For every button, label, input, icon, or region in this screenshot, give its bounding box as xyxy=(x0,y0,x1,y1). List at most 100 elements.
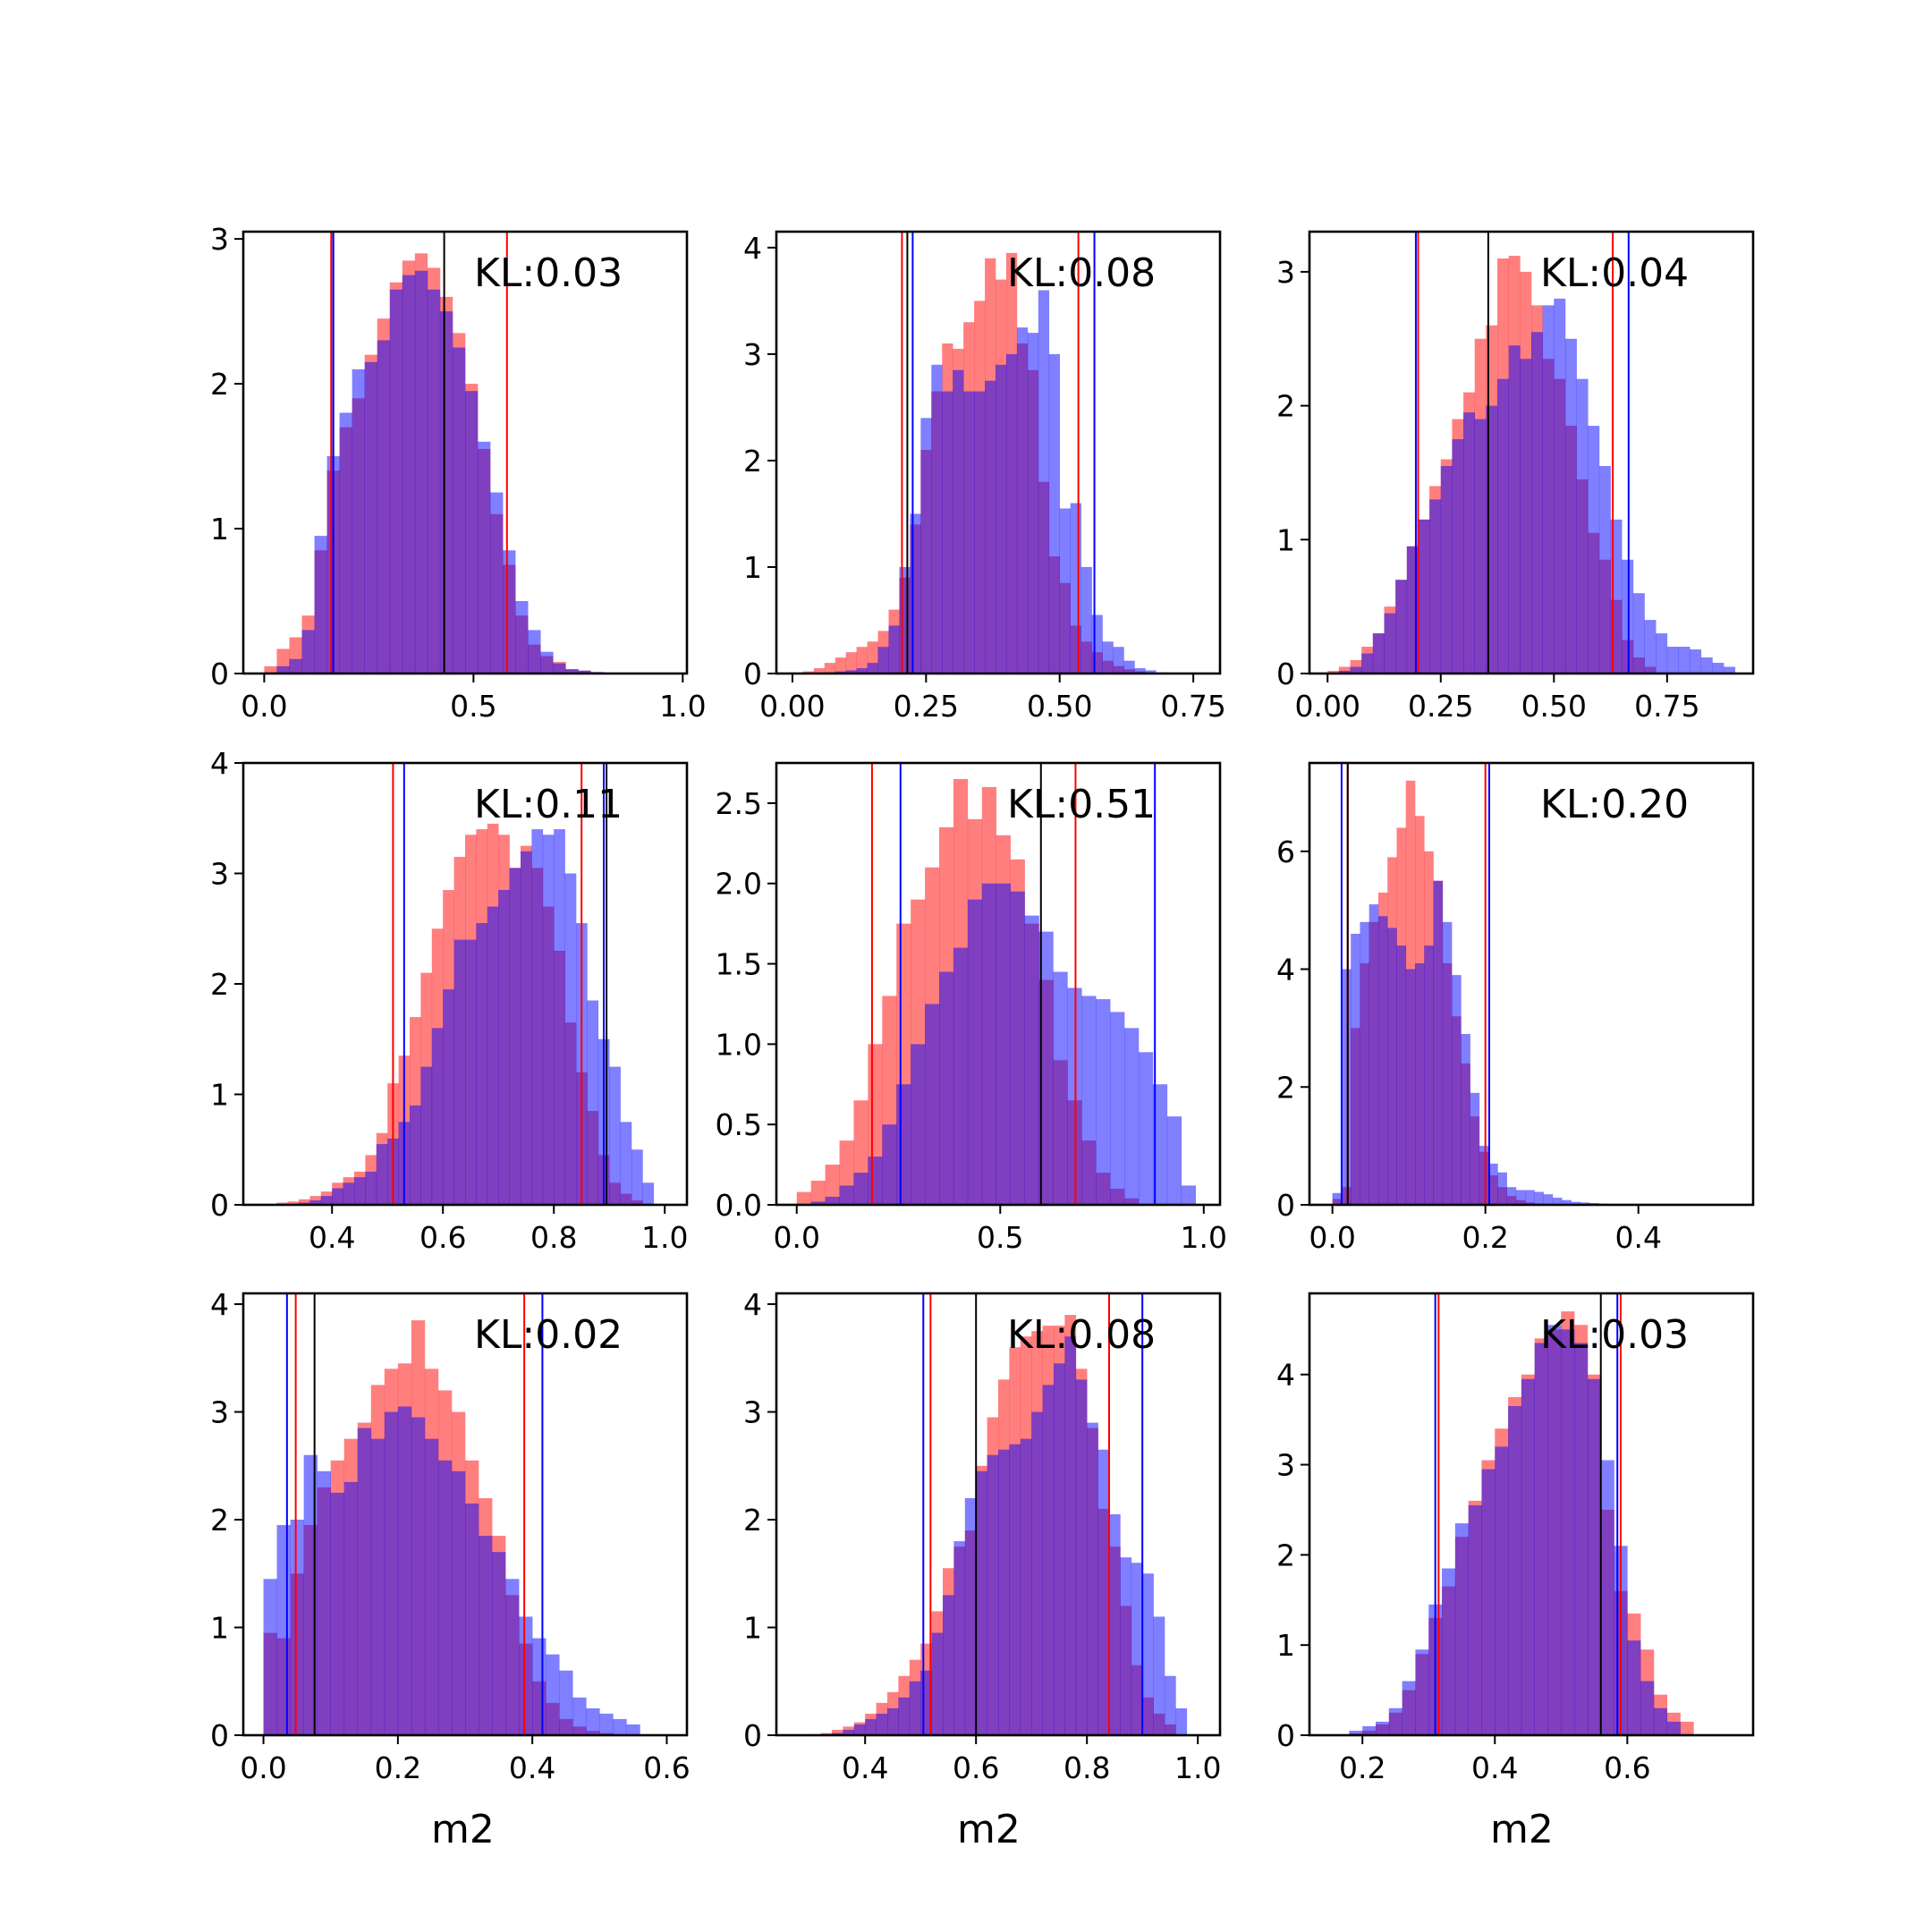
red-bar xyxy=(796,1191,811,1205)
y-tick-label: 0.0 xyxy=(716,1188,762,1223)
y-tick-label: 2 xyxy=(743,444,762,479)
blue-bar xyxy=(953,369,964,674)
blue-bar xyxy=(263,1579,277,1735)
red-bar xyxy=(824,663,836,674)
blue-bar xyxy=(1531,332,1543,674)
blue-bar xyxy=(1031,1411,1043,1735)
blue-bar xyxy=(825,1197,840,1205)
blue-bar xyxy=(1395,580,1408,674)
blue-bar xyxy=(887,1707,899,1735)
blue-bar xyxy=(1564,338,1577,674)
y-tick-label: 2 xyxy=(1276,1538,1295,1572)
x-tick-label: 1.0 xyxy=(641,1220,688,1255)
blue-bar xyxy=(1361,653,1374,674)
blue-bar xyxy=(1468,1504,1482,1735)
blue-bar xyxy=(289,658,302,674)
axes-frame xyxy=(242,230,689,675)
blue-bar xyxy=(1461,1033,1470,1205)
y-tick-label: 1 xyxy=(743,550,762,585)
blue-bar xyxy=(465,1503,479,1735)
blue-bar xyxy=(1588,426,1600,674)
blue-bar xyxy=(631,1149,643,1205)
blue-bar xyxy=(397,1406,412,1735)
blue-bar xyxy=(1561,1329,1575,1735)
x-tick-label: 0.4 xyxy=(842,1750,888,1785)
blue-bar xyxy=(586,1707,600,1735)
red-bar xyxy=(825,1165,840,1205)
x-axis-label: m2 xyxy=(1490,1807,1554,1852)
y-tick-label: 0.5 xyxy=(716,1107,762,1142)
blue-bar xyxy=(276,1525,291,1735)
blue-bar xyxy=(931,364,943,674)
kl-annotation: KL:0.03 xyxy=(1540,1312,1689,1358)
x-tick-label: 0.50 xyxy=(1027,689,1092,724)
blue-bar xyxy=(1543,1194,1554,1205)
blue-bar xyxy=(1470,1092,1480,1205)
blue-bar xyxy=(976,1470,987,1735)
blue-bar xyxy=(479,1536,493,1735)
blue-bar xyxy=(424,1438,439,1735)
blue-bar xyxy=(1452,975,1462,1205)
x-tick-label: 0.2 xyxy=(1339,1750,1385,1785)
blue-bar xyxy=(1387,928,1397,1205)
blue-bar xyxy=(1653,1707,1668,1735)
subplot-5: 0.0 0.5 1.0 0.0 0.5 1.0 1.5 2.0 2.5 KL:0.51 xyxy=(716,761,1227,1255)
blue-bar xyxy=(370,1438,386,1735)
blue-bar xyxy=(1027,333,1039,674)
plot-area xyxy=(276,763,655,1205)
blue-bar xyxy=(439,311,453,674)
blue-bar xyxy=(384,1411,399,1735)
blue-bar xyxy=(531,829,544,1205)
blue-bar xyxy=(330,1492,345,1735)
blue-bar xyxy=(1145,670,1157,674)
blue-bar xyxy=(1515,1190,1526,1205)
red-bar xyxy=(264,665,277,674)
blue-bar xyxy=(1508,1406,1522,1735)
blue-bar xyxy=(1632,593,1645,674)
x-tick-label: 0.0 xyxy=(1309,1220,1355,1255)
blue-bar xyxy=(882,1124,897,1205)
blue-bar xyxy=(343,1481,359,1735)
y-tick-label: 3 xyxy=(743,1395,762,1430)
blue-bar xyxy=(1454,1523,1469,1735)
blue-bar xyxy=(1600,1460,1614,1735)
blue-bar xyxy=(974,391,986,674)
y-tick-label: 1.5 xyxy=(716,947,762,982)
blue-bar xyxy=(451,1470,466,1735)
subplot-2: 0.00 0.25 0.50 0.75 0 1 2 3 4 KL:0.08 xyxy=(743,230,1226,724)
x-tick-label: 0.4 xyxy=(509,1750,555,1785)
blue-bar xyxy=(1488,1163,1498,1205)
blue-bar xyxy=(1666,647,1679,674)
blue-bar xyxy=(1113,647,1124,674)
x-tick-label: 0.25 xyxy=(1408,689,1473,724)
blue-bar xyxy=(1534,1191,1544,1205)
blue-bar xyxy=(492,1552,506,1735)
blue-bar xyxy=(1120,1557,1132,1735)
blue-bar xyxy=(1554,298,1566,674)
blue-bar xyxy=(1700,657,1713,674)
y-tick-label: 2.0 xyxy=(716,867,762,902)
x-tick-label: 0.5 xyxy=(450,689,496,724)
blue-bar xyxy=(1360,921,1370,1205)
y-tick-label: 1 xyxy=(210,1078,229,1113)
blue-bar xyxy=(1384,613,1396,674)
blue-bar xyxy=(1138,1052,1154,1205)
blue-bar xyxy=(1064,1336,1077,1735)
y-tick-label: 4 xyxy=(210,1287,229,1322)
blue-bar xyxy=(877,647,889,674)
blue-bar xyxy=(985,380,996,674)
blue-bar xyxy=(896,1084,911,1205)
blue-bar xyxy=(898,1697,911,1735)
x-tick-label: 0.0 xyxy=(774,1220,820,1255)
red-bar xyxy=(299,1199,310,1205)
blue-bar xyxy=(1005,353,1018,674)
blue-bar xyxy=(939,971,954,1205)
blue-bar xyxy=(1181,1185,1196,1205)
blue-bar xyxy=(910,513,921,674)
blue-bar xyxy=(377,340,391,674)
blue-bar xyxy=(1351,934,1360,1205)
blue-bar xyxy=(1418,519,1430,674)
blue-bar xyxy=(1690,649,1702,674)
blue-bar xyxy=(303,1454,318,1735)
red-bar xyxy=(813,668,826,674)
